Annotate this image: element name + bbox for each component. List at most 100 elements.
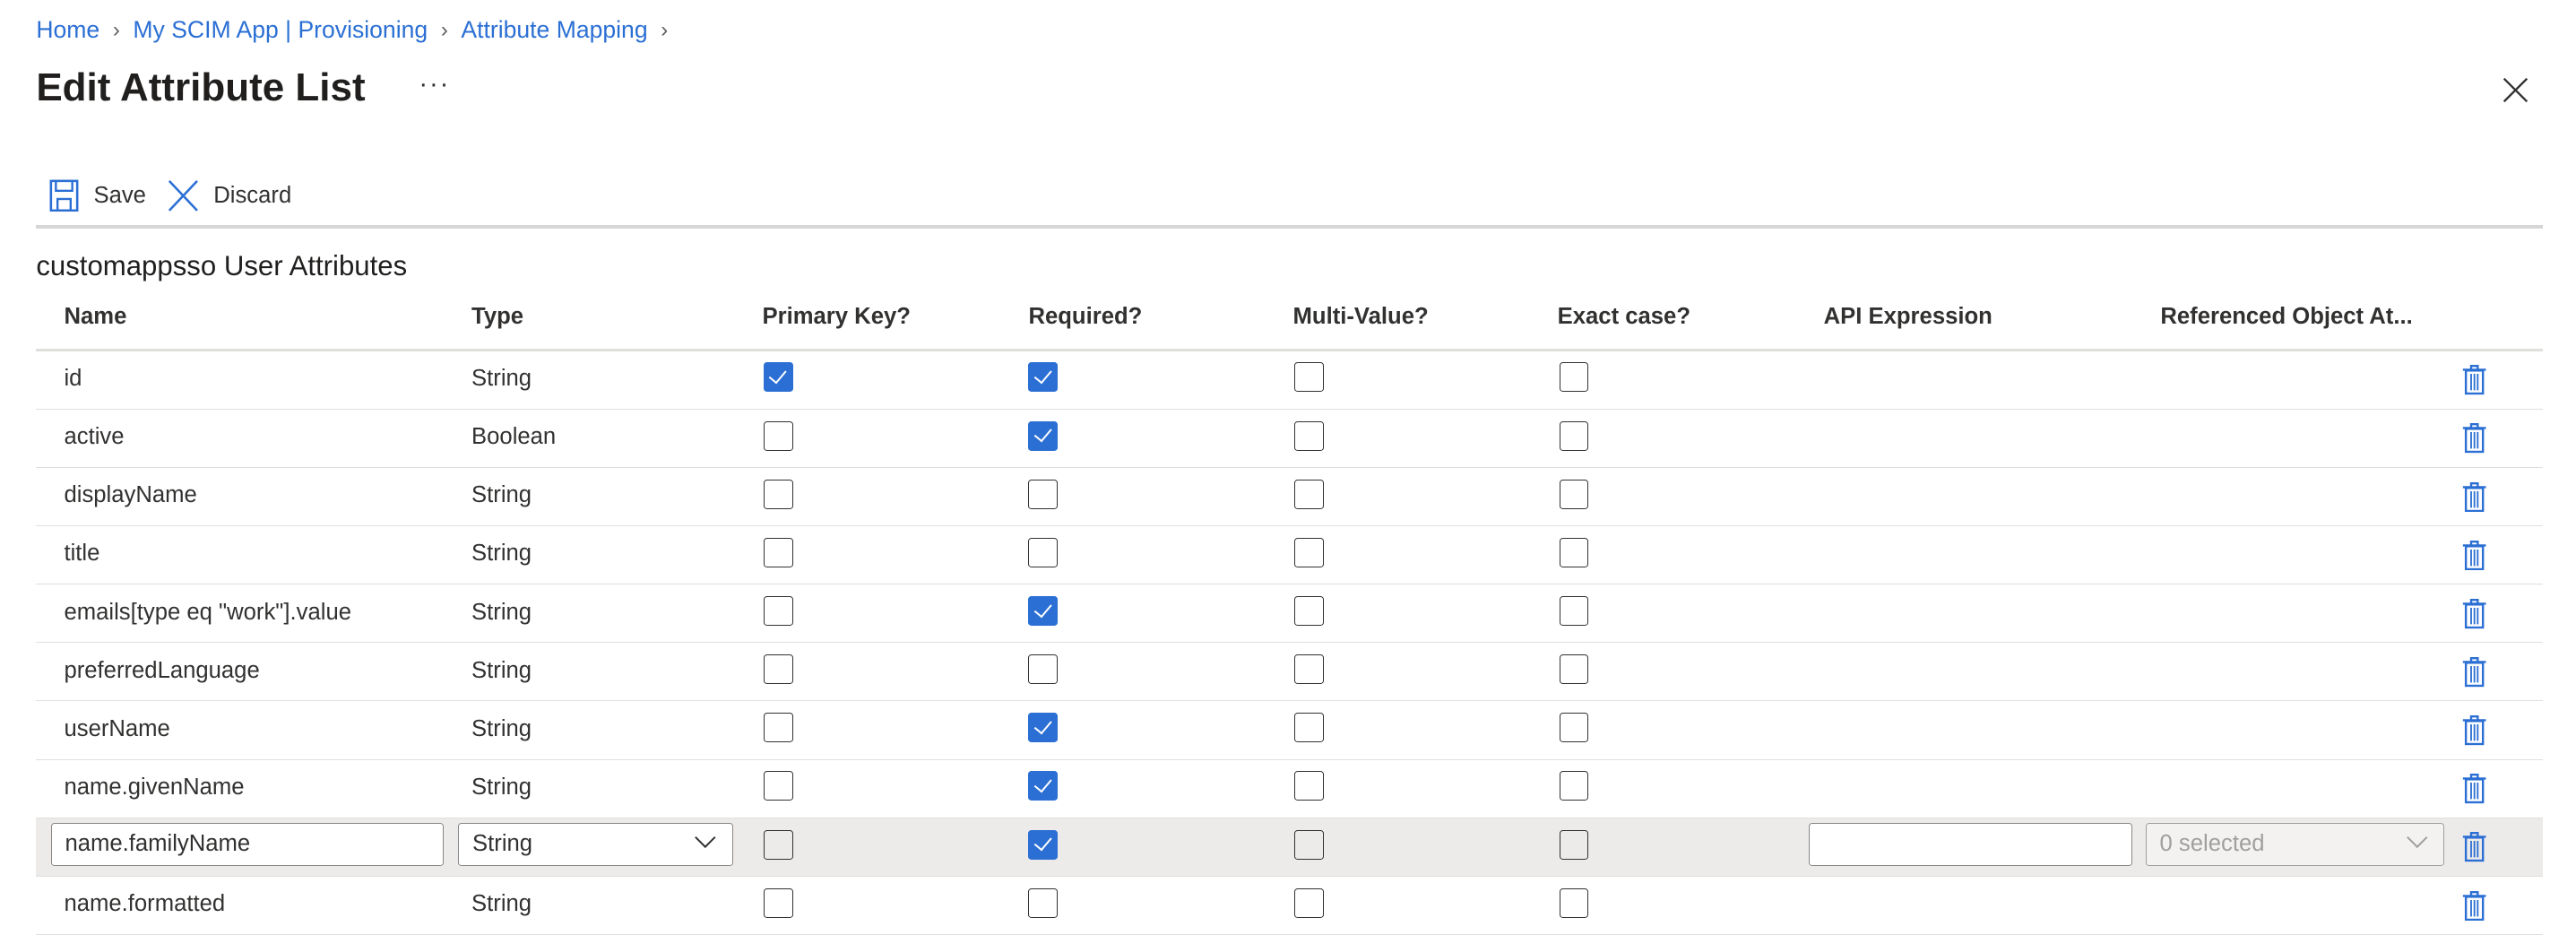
multi-value-checkbox[interactable]: [1294, 479, 1325, 509]
save-icon: [49, 179, 79, 212]
more-options-button[interactable]: ···: [419, 68, 451, 99]
table-row[interactable]: displayName String: [36, 468, 2544, 526]
table-row[interactable]: id String: [36, 351, 2544, 410]
delete-trash-icon[interactable]: [2461, 481, 2487, 520]
breadcrumb-home[interactable]: Home: [36, 16, 100, 44]
exact-case-checkbox[interactable]: [1559, 362, 1589, 393]
multi-value-checkbox[interactable]: [1294, 887, 1325, 918]
delete-trash-icon[interactable]: [2461, 364, 2487, 403]
chevron-right-icon: ›: [661, 17, 669, 42]
exact-case-checkbox[interactable]: [1559, 829, 1589, 860]
attribute-name: title: [64, 541, 100, 567]
multi-value-checkbox[interactable]: [1294, 537, 1325, 567]
exact-case-checkbox[interactable]: [1559, 654, 1589, 685]
attribute-type: String: [471, 599, 532, 625]
required-checkbox[interactable]: [1028, 479, 1059, 509]
primary-key-checkbox[interactable]: [764, 654, 794, 685]
exact-case-checkbox[interactable]: [1559, 537, 1589, 567]
multi-value-checkbox[interactable]: [1294, 654, 1325, 685]
table-row[interactable]: emails[type eq "work"].value String: [36, 584, 2544, 644]
chevron-right-icon: ›: [112, 17, 120, 42]
required-checkbox[interactable]: [1028, 654, 1059, 685]
exact-case-checkbox[interactable]: [1559, 420, 1589, 451]
column-header[interactable]: Referenced Object At...: [2160, 304, 2413, 330]
attribute-type: String: [471, 775, 532, 801]
attribute-type: String: [471, 366, 532, 392]
primary-key-checkbox[interactable]: [764, 595, 794, 626]
required-checkbox[interactable]: [1028, 420, 1059, 451]
required-checkbox[interactable]: [1028, 829, 1059, 860]
column-header[interactable]: Multi-Value?: [1292, 304, 1429, 330]
delete-trash-icon[interactable]: [2461, 540, 2487, 578]
attribute-type: String: [471, 657, 532, 683]
delete-trash-icon[interactable]: [2461, 890, 2487, 929]
attribute-name: emails[type eq "work"].value: [64, 599, 351, 625]
multi-value-checkbox[interactable]: [1294, 713, 1325, 743]
chevron-right-icon: ›: [440, 17, 448, 42]
referenced-object-dropdown[interactable]: 0 selected: [2145, 823, 2445, 866]
attribute-type: String: [471, 541, 532, 567]
delete-trash-icon[interactable]: [2461, 714, 2487, 753]
attribute-name-input[interactable]: name.familyName: [50, 823, 444, 866]
table-row[interactable]: active Boolean: [36, 410, 2544, 468]
required-checkbox[interactable]: [1028, 362, 1059, 393]
attribute-name: preferredLanguage: [64, 657, 260, 683]
multi-value-checkbox[interactable]: [1294, 595, 1325, 626]
required-checkbox[interactable]: [1028, 537, 1059, 567]
attribute-name: name.formatted: [64, 891, 226, 917]
close-icon[interactable]: [2501, 75, 2530, 105]
primary-key-checkbox[interactable]: [764, 713, 794, 743]
breadcrumb-attribute-mapping[interactable]: Attribute Mapping: [461, 16, 648, 44]
delete-trash-icon[interactable]: [2461, 656, 2487, 695]
exact-case-checkbox[interactable]: [1559, 713, 1589, 743]
exact-case-checkbox[interactable]: [1559, 479, 1589, 509]
multi-value-checkbox[interactable]: [1294, 420, 1325, 451]
primary-key-checkbox[interactable]: [764, 829, 794, 860]
multi-value-checkbox[interactable]: [1294, 771, 1325, 801]
multi-value-checkbox[interactable]: [1294, 362, 1325, 393]
required-checkbox[interactable]: [1028, 887, 1059, 918]
table-row[interactable]: name.familyName String 0 selected: [36, 818, 2544, 877]
column-header[interactable]: Primary Key?: [762, 304, 911, 330]
delete-trash-icon[interactable]: [2461, 422, 2487, 461]
api-expression-input[interactable]: [1809, 823, 2133, 866]
save-button[interactable]: Save: [49, 179, 146, 212]
breadcrumb-provisioning[interactable]: My SCIM App | Provisioning: [133, 16, 428, 44]
column-header[interactable]: Type: [471, 304, 524, 330]
discard-x-icon: [168, 179, 198, 212]
referenced-object-value: 0 selected: [2159, 830, 2265, 856]
section-title: customappsso User Attributes: [36, 249, 408, 281]
delete-trash-icon[interactable]: [2461, 598, 2487, 636]
discard-button[interactable]: Discard: [168, 179, 291, 212]
table-header: Name Type Primary Key? Required? Multi-Value…: [36, 290, 2544, 351]
primary-key-checkbox[interactable]: [764, 479, 794, 509]
type-dropdown[interactable]: String: [458, 823, 733, 866]
table-row[interactable]: preferredLanguage String: [36, 643, 2544, 702]
exact-case-checkbox[interactable]: [1559, 887, 1589, 918]
delete-trash-icon[interactable]: [2461, 831, 2487, 870]
table-row[interactable]: userName String: [36, 701, 2544, 760]
exact-case-checkbox[interactable]: [1559, 595, 1589, 626]
delete-trash-icon[interactable]: [2461, 773, 2487, 811]
attribute-name: displayName: [64, 482, 197, 508]
table-row[interactable]: name.givenName String: [36, 760, 2544, 818]
table-row[interactable]: title String: [36, 526, 2544, 585]
column-header[interactable]: Exact case?: [1557, 304, 1690, 330]
primary-key-checkbox[interactable]: [764, 887, 794, 918]
required-checkbox[interactable]: [1028, 713, 1059, 743]
table-row[interactable]: name.formatted String: [36, 877, 2544, 935]
required-checkbox[interactable]: [1028, 595, 1059, 626]
save-label: Save: [93, 182, 146, 208]
primary-key-checkbox[interactable]: [764, 420, 794, 451]
required-checkbox[interactable]: [1028, 771, 1059, 801]
attribute-type: String: [471, 715, 532, 741]
primary-key-checkbox[interactable]: [764, 771, 794, 801]
multi-value-checkbox[interactable]: [1294, 829, 1325, 860]
column-header[interactable]: Required?: [1028, 304, 1143, 330]
column-header[interactable]: API Expression: [1823, 304, 1993, 330]
primary-key-checkbox[interactable]: [764, 537, 794, 567]
primary-key-checkbox[interactable]: [764, 362, 794, 393]
exact-case-checkbox[interactable]: [1559, 771, 1589, 801]
column-header[interactable]: Name: [64, 304, 127, 330]
